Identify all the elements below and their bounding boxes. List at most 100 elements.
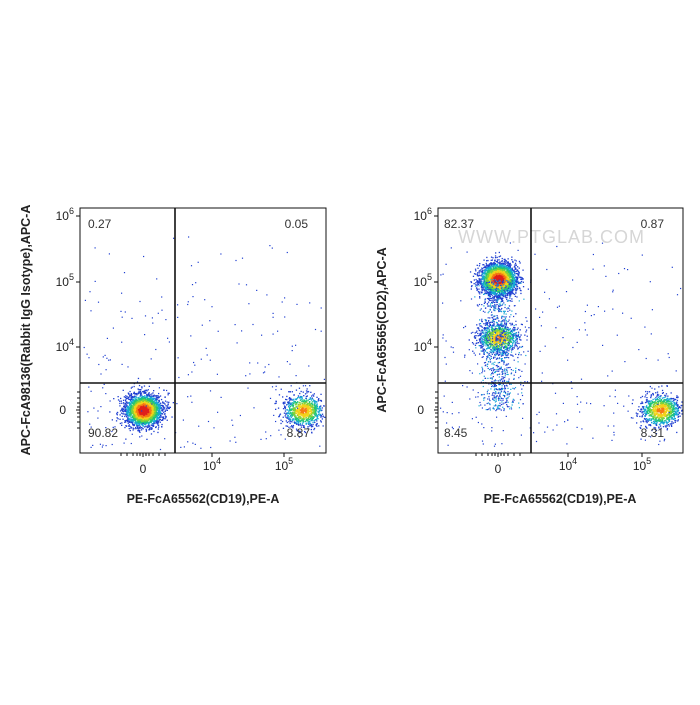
event-dot	[290, 403, 291, 404]
event-dot	[273, 334, 274, 335]
event-dot	[149, 417, 150, 418]
event-dot	[278, 430, 279, 431]
event-dot	[149, 428, 150, 429]
event-dot	[311, 407, 312, 408]
event-dot	[158, 427, 159, 428]
event-dot	[132, 401, 133, 402]
event-dot	[248, 303, 249, 304]
event-dot	[130, 399, 131, 400]
event-dot	[304, 419, 305, 420]
event-dot	[303, 401, 304, 402]
event-dot	[134, 415, 135, 416]
event-dot	[309, 403, 310, 404]
event-dot	[100, 406, 101, 407]
event-dot	[147, 425, 148, 426]
event-dot	[324, 405, 325, 406]
event-dot	[495, 252, 496, 253]
event-dot	[128, 409, 129, 410]
event-dot	[477, 265, 478, 266]
event-dot	[283, 402, 284, 403]
event-dot	[153, 415, 154, 416]
event-dot	[141, 401, 142, 402]
event-dot	[142, 410, 143, 411]
event-dot	[135, 419, 136, 420]
event-dot	[324, 379, 325, 380]
event-dot	[138, 409, 139, 410]
event-dot	[139, 421, 140, 422]
event-dot	[146, 401, 147, 402]
event-dot	[148, 424, 149, 425]
event-dot	[314, 422, 315, 423]
event-dot	[302, 398, 303, 399]
event-dot	[282, 421, 283, 422]
event-dot	[119, 401, 120, 402]
event-dot	[261, 335, 262, 336]
event-dot	[127, 411, 128, 412]
event-dot	[160, 416, 161, 417]
event-dot	[164, 404, 165, 405]
event-dot	[112, 444, 113, 445]
event-dot	[483, 287, 484, 288]
event-dot	[301, 417, 302, 418]
event-dot	[292, 391, 293, 392]
event-dot	[136, 421, 137, 422]
event-dot	[155, 408, 156, 409]
event-dot	[286, 420, 287, 421]
event-dot	[319, 415, 320, 416]
event-dot	[158, 397, 159, 398]
event-dot	[295, 411, 296, 412]
event-dot	[147, 420, 148, 421]
event-dot	[302, 422, 303, 423]
event-dot	[508, 258, 509, 259]
y-tick-label-1e4: 104	[56, 337, 74, 354]
event-dot	[303, 385, 304, 386]
event-dot	[245, 375, 246, 376]
event-dot	[144, 401, 145, 402]
quadrant-bottom-left-value: 90.82	[88, 426, 118, 440]
event-dot	[231, 420, 232, 421]
event-dot	[246, 284, 247, 285]
quadrant-bottom-right-value: 8.87	[287, 426, 311, 440]
event-dot	[142, 417, 143, 418]
event-dot	[120, 414, 121, 415]
event-dot	[134, 406, 135, 407]
event-dot	[95, 247, 96, 248]
event-dot	[198, 426, 199, 427]
event-dot	[130, 417, 131, 418]
y-tick-label-1e5: 105	[56, 272, 74, 289]
event-dot	[312, 401, 313, 402]
event-dot	[514, 294, 515, 295]
event-dot	[117, 417, 118, 418]
event-dot	[146, 390, 147, 391]
event-dot	[187, 441, 188, 442]
event-dot	[217, 374, 218, 375]
event-dot	[299, 416, 300, 417]
event-dot	[187, 304, 188, 305]
event-dot	[149, 398, 150, 399]
event-dot	[121, 422, 122, 423]
event-dot	[306, 398, 307, 399]
event-dot	[317, 406, 318, 407]
event-dot	[131, 318, 132, 319]
event-dot	[148, 402, 149, 403]
event-dot	[313, 400, 314, 401]
event-dot	[129, 419, 130, 420]
event-dot	[138, 423, 139, 424]
event-dot	[314, 402, 315, 403]
event-dot	[138, 388, 139, 389]
event-dot	[315, 409, 316, 410]
event-dot	[139, 428, 140, 429]
event-dot	[280, 414, 281, 415]
event-dot	[161, 310, 162, 311]
event-dot	[314, 393, 315, 394]
event-dot	[165, 418, 166, 419]
event-dot	[264, 371, 265, 372]
event-dot	[143, 256, 144, 257]
event-dot	[317, 423, 318, 424]
event-dot	[143, 405, 144, 406]
event-dot	[88, 387, 89, 388]
event-dot	[315, 419, 316, 420]
event-dot	[139, 385, 140, 386]
event-dot	[107, 338, 108, 339]
event-dot	[165, 396, 166, 397]
